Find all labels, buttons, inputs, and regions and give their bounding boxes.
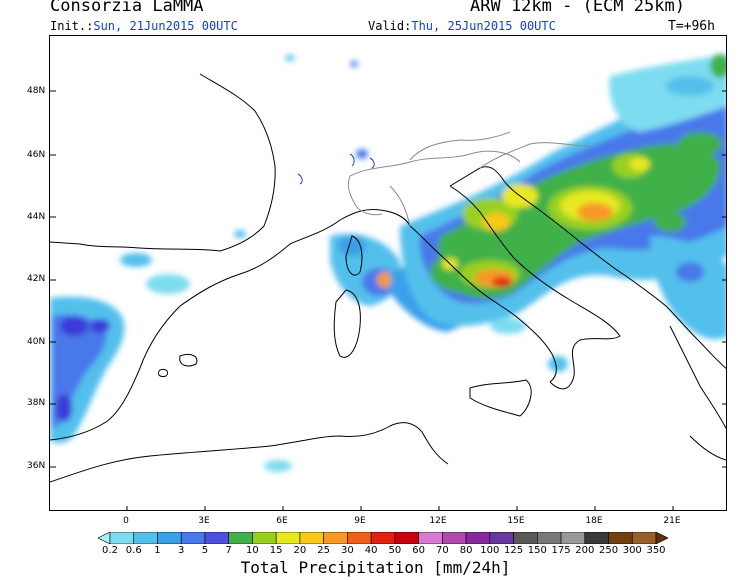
colorbar-level-label: 10	[246, 545, 259, 556]
lat-label: 38N	[27, 398, 46, 408]
colorbar-level-label: 1	[154, 545, 161, 556]
colorbar-level-label: 200	[575, 545, 595, 556]
colorbar-level-label: 25	[317, 545, 331, 556]
colorbar-level-label: 40	[364, 545, 378, 556]
colorbar-swatch	[631, 532, 657, 544]
colorbar-swatch	[275, 532, 301, 544]
forecast-step: T=+96h	[668, 19, 715, 34]
colorbar-level-label: 80	[459, 545, 473, 556]
colorbar-swatch	[465, 532, 491, 544]
init-value: Sun, 21Jun2015 00UTC	[93, 19, 238, 33]
precipitation-map	[49, 35, 727, 511]
colorbar-level-label: 50	[388, 545, 402, 556]
lon-label: 9E	[354, 516, 366, 526]
country-borders	[347, 131, 591, 227]
lat-label: 48N	[27, 86, 46, 96]
lon-label: 21E	[663, 516, 681, 526]
colorbar-level-label: 300	[622, 545, 642, 556]
colorbar-swatch	[299, 532, 324, 544]
colorbar-level-label: 5	[201, 545, 209, 556]
colorbar-swatch	[228, 532, 253, 544]
lakes	[297, 153, 375, 185]
lat-label: 42N	[27, 274, 46, 284]
colorbar-level-label: 15	[269, 545, 283, 556]
colorbar-swatch	[109, 532, 135, 544]
colorbar-level-label: 125	[504, 545, 524, 556]
colorbar-level-label: 7	[225, 545, 232, 556]
colorbar-swatch	[513, 532, 538, 544]
lat-label: 44N	[27, 212, 46, 222]
colorbar-level-label: 250	[598, 545, 619, 556]
lat-label: 36N	[27, 461, 46, 471]
lon-label: 15E	[507, 516, 525, 526]
colorbar-level-label: 0.2	[102, 545, 118, 556]
colorbar-swatch	[133, 532, 158, 544]
valid-value: Thu, 25Jun2015 00UTC	[411, 19, 556, 33]
colorbar-swatch	[204, 532, 229, 544]
init-label: Init.:	[50, 19, 94, 33]
colorbar-level-label: 100	[480, 545, 500, 556]
map-canvas	[50, 54, 726, 510]
coastlines	[50, 73, 726, 483]
colorbar-title: Total Precipitation [mm/24h]	[240, 558, 511, 577]
lon-label: 6E	[276, 516, 288, 526]
lon-label: 3E	[198, 516, 210, 526]
colorbar-level-label: 20	[293, 545, 307, 556]
colorbar	[98, 532, 668, 544]
precipitation-field	[50, 54, 726, 472]
lon-label: 18E	[585, 516, 603, 526]
colorbar-level-label: 0.6	[125, 545, 142, 556]
colorbar-level-label: 150	[527, 545, 547, 556]
colorbar-level-label: 70	[435, 545, 449, 556]
lat-label: 40N	[27, 337, 46, 347]
graticule	[50, 90, 726, 510]
colorbar-swatch	[323, 532, 348, 544]
colorbar-level-label: 175	[551, 545, 571, 556]
colorbar-level-label: 350	[646, 545, 666, 556]
colorbar-swatch	[608, 532, 633, 544]
colorbar-level-label: 3	[178, 545, 185, 556]
colorbar-swatch	[489, 532, 514, 544]
colorbar-swatch	[157, 532, 182, 544]
colorbar-swatch	[655, 532, 668, 544]
colorbar-level-label: 30	[341, 545, 354, 556]
init-time: Init.:Sun, 21Jun2015 00UTC	[50, 19, 238, 33]
colorbar-swatch	[98, 532, 111, 544]
colorbar-level-label: 60	[412, 545, 425, 556]
colorbar-swatch	[180, 532, 206, 544]
colorbar-swatch	[252, 532, 277, 544]
model-label: ARW 12km - (ECM 25km)	[470, 0, 685, 16]
colorbar-swatch	[442, 532, 467, 544]
colorbar-swatch	[370, 532, 396, 544]
lon-label: 0	[123, 516, 129, 526]
valid-label: Valid:	[368, 19, 412, 33]
colorbar-swatch	[347, 532, 372, 544]
lon-label: 12E	[429, 516, 447, 526]
colorbar-swatch	[560, 532, 586, 544]
lat-label: 46N	[27, 150, 46, 160]
colorbar-swatch	[394, 532, 419, 544]
colorbar-swatch	[418, 532, 443, 544]
colorbar-swatch	[584, 532, 609, 544]
colorbar-swatch	[537, 532, 562, 544]
page-title: Consorzia LaMMA	[50, 0, 204, 16]
valid-time: Valid:Thu, 25Jun2015 00UTC	[368, 19, 556, 33]
